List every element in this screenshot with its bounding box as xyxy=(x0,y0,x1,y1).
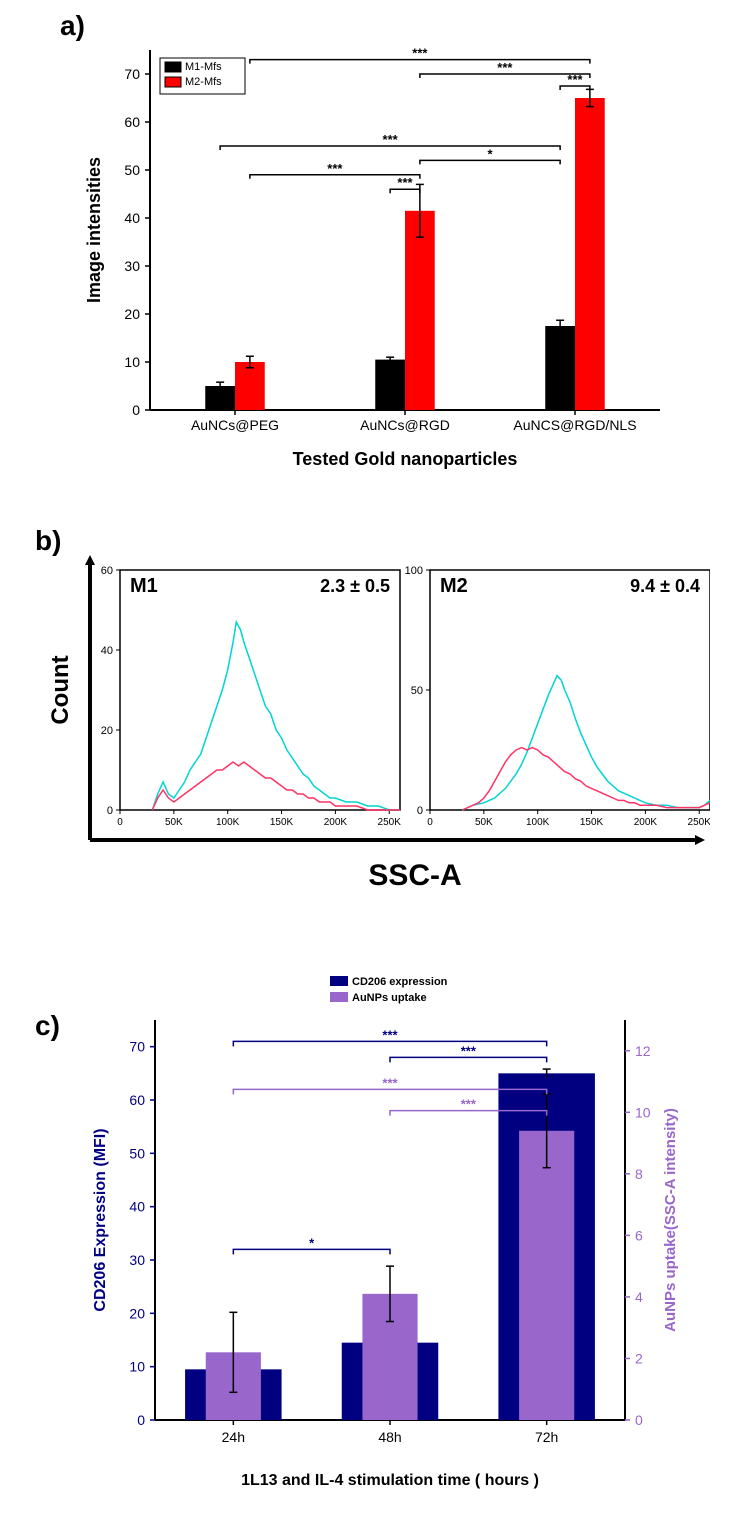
chart-c: 01020304050607002468101224h48h72h*******… xyxy=(80,970,700,1500)
svg-text:20: 20 xyxy=(101,725,113,737)
svg-text:48h: 48h xyxy=(378,1429,401,1445)
svg-text:50K: 50K xyxy=(475,817,493,828)
svg-text:Image intensities: Image intensities xyxy=(84,157,104,303)
svg-text:60: 60 xyxy=(129,1092,145,1108)
svg-text:0: 0 xyxy=(107,805,113,817)
svg-text:50: 50 xyxy=(411,685,423,697)
svg-text:*: * xyxy=(309,1235,315,1250)
svg-text:70: 70 xyxy=(124,66,140,82)
svg-text:AuNCs@RGD: AuNCs@RGD xyxy=(360,417,450,433)
svg-text:SSC-A: SSC-A xyxy=(368,859,461,892)
svg-text:*: * xyxy=(487,146,493,161)
svg-text:30: 30 xyxy=(124,258,140,274)
svg-text:10: 10 xyxy=(129,1359,145,1375)
svg-text:20: 20 xyxy=(129,1305,145,1321)
svg-text:M1-Mfs: M1-Mfs xyxy=(185,61,222,73)
svg-text:0: 0 xyxy=(417,805,423,817)
svg-text:2: 2 xyxy=(635,1350,643,1366)
svg-text:200K: 200K xyxy=(634,817,658,828)
svg-text:***: *** xyxy=(382,1027,398,1042)
svg-text:40: 40 xyxy=(124,210,140,226)
svg-text:CD206 Expression (MFI): CD206 Expression (MFI) xyxy=(92,1128,109,1311)
svg-text:***: *** xyxy=(382,1075,398,1090)
svg-text:200K: 200K xyxy=(324,817,348,828)
svg-text:M2-Mfs: M2-Mfs xyxy=(185,76,222,88)
svg-text:40: 40 xyxy=(129,1199,145,1215)
svg-text:100K: 100K xyxy=(216,817,240,828)
svg-text:AuNCs@PEG: AuNCs@PEG xyxy=(191,417,279,433)
svg-text:***: *** xyxy=(461,1097,477,1112)
svg-text:150K: 150K xyxy=(580,817,604,828)
svg-text:30: 30 xyxy=(129,1252,145,1268)
svg-text:6: 6 xyxy=(635,1227,643,1243)
svg-text:40: 40 xyxy=(101,645,113,657)
svg-text:2.3 ± 0.5: 2.3 ± 0.5 xyxy=(320,576,390,596)
svg-text:0: 0 xyxy=(427,817,433,828)
svg-text:AuNPs uptake(SSC-A intensity): AuNPs uptake(SSC-A intensity) xyxy=(662,1108,679,1332)
svg-text:1L13 and IL-4 stimulation time: 1L13 and IL-4 stimulation time ( hours ) xyxy=(241,1472,539,1489)
svg-text:150K: 150K xyxy=(270,817,294,828)
chart-b: 0 20 40 60 0 50K 100K 150K 200K 250K M1 2.3 ± 0.5 0 5… xyxy=(50,550,710,930)
svg-text:0: 0 xyxy=(137,1412,145,1428)
svg-text:***: *** xyxy=(412,46,428,61)
svg-text:AuNPs uptake: AuNPs uptake xyxy=(352,992,427,1004)
svg-text:20: 20 xyxy=(124,306,140,322)
svg-text:250K: 250K xyxy=(688,817,710,828)
svg-text:AuNCS@RGD/NLS: AuNCS@RGD/NLS xyxy=(513,417,636,433)
svg-text:Tested Gold nanoparticles: Tested Gold nanoparticles xyxy=(293,449,518,469)
svg-text:60: 60 xyxy=(124,114,140,130)
svg-text:0: 0 xyxy=(117,817,123,828)
panel-c-label: c) xyxy=(35,1010,60,1042)
panel-a-label: a) xyxy=(60,10,85,42)
svg-text:CD206 expression: CD206 expression xyxy=(352,976,448,988)
svg-text:50: 50 xyxy=(124,162,140,178)
svg-text:***: *** xyxy=(567,72,583,87)
svg-text:0: 0 xyxy=(635,1412,643,1428)
svg-text:100K: 100K xyxy=(526,817,550,828)
svg-text:***: *** xyxy=(327,161,343,176)
svg-text:72h: 72h xyxy=(535,1429,558,1445)
svg-text:***: *** xyxy=(461,1043,477,1058)
svg-text:12: 12 xyxy=(635,1043,651,1059)
svg-text:100: 100 xyxy=(405,565,423,577)
svg-text:250K: 250K xyxy=(378,817,402,828)
svg-text:10: 10 xyxy=(635,1104,651,1120)
svg-text:50K: 50K xyxy=(165,817,183,828)
svg-text:10: 10 xyxy=(124,354,140,370)
svg-text:50: 50 xyxy=(129,1145,145,1161)
svg-text:Count: Count xyxy=(50,655,74,724)
svg-text:***: *** xyxy=(397,175,413,190)
svg-text:24h: 24h xyxy=(222,1429,245,1445)
svg-text:0: 0 xyxy=(132,402,140,418)
svg-text:70: 70 xyxy=(129,1039,145,1055)
svg-text:***: *** xyxy=(383,132,399,147)
svg-text:9.4 ± 0.4: 9.4 ± 0.4 xyxy=(630,576,700,596)
chart-a: 0 10 20 30 40 50 60 70 AuNCs@PEG AuNCs@RGD AuNCS@R… xyxy=(80,40,680,480)
svg-text:4: 4 xyxy=(635,1289,643,1305)
svg-text:M1: M1 xyxy=(130,575,158,597)
svg-text:60: 60 xyxy=(101,565,113,577)
svg-text:M2: M2 xyxy=(440,575,468,597)
svg-text:8: 8 xyxy=(635,1166,643,1182)
svg-text:***: *** xyxy=(497,60,513,75)
